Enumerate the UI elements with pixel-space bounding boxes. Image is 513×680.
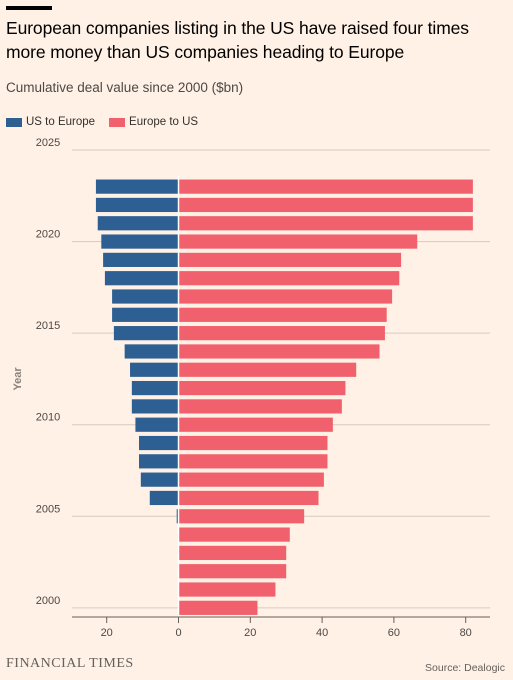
bar-europe-to-us-2022 (178, 197, 473, 213)
bar-europe-to-us-2017 (178, 289, 393, 304)
bar-us-to-europe-2013 (130, 362, 179, 377)
legend-swatch-europe-to-us (109, 117, 126, 127)
bar-europe-to-us-2020 (178, 234, 418, 249)
bar-europe-to-us-2019 (178, 252, 402, 267)
bar-us-to-europe-2010 (135, 417, 179, 432)
bar-europe-to-us-2023 (178, 179, 473, 194)
bar-us-to-europe-2016 (112, 307, 179, 322)
y-tick-label-2005: 2005 (36, 503, 60, 515)
x-tick-label-1: 0 (175, 627, 181, 639)
bar-europe-to-us-2000 (178, 600, 258, 615)
bar-us-to-europe-2015 (113, 326, 179, 341)
bar-europe-to-us-2007 (178, 472, 324, 487)
bar-us-to-europe-2009 (139, 435, 179, 451)
bar-europe-to-us-2002 (178, 564, 287, 579)
x-tick-label-0: 20 (101, 627, 113, 639)
bar-europe-to-us-2005 (178, 509, 305, 524)
legend: US to Europe Europe to US (6, 116, 198, 128)
ft-logo: FINANCIAL TIMES (6, 656, 134, 671)
bar-us-to-europe-2021 (97, 216, 179, 231)
x-tick-label-5: 80 (460, 627, 472, 639)
bar-us-to-europe-2007 (140, 472, 179, 487)
legend-swatch-us-to-europe (6, 117, 22, 127)
y-tick-label-2020: 2020 (36, 229, 60, 241)
bar-europe-to-us-2018 (178, 271, 400, 286)
y-tick-label-2015: 2015 (36, 320, 60, 332)
bar-us-to-europe-2011 (131, 399, 179, 414)
y-tick-label-2000: 2000 (36, 595, 60, 607)
bar-europe-to-us-2004 (178, 527, 290, 542)
brand-bar (6, 6, 52, 10)
bar-europe-to-us-2001 (178, 582, 276, 597)
y-axis-title: Year (12, 367, 24, 391)
bar-europe-to-us-2011 (178, 399, 342, 414)
bar-us-to-europe-2022 (95, 197, 179, 213)
bar-europe-to-us-2012 (178, 380, 346, 396)
bar-us-to-europe-2017 (112, 289, 179, 304)
bar-us-to-europe-2012 (131, 380, 179, 396)
bar-europe-to-us-2006 (178, 490, 319, 506)
bar-europe-to-us-2021 (178, 216, 473, 231)
source-note: Source: Dealogic (425, 662, 505, 674)
legend-label-europe-to-us: Europe to US (129, 116, 199, 128)
bar-us-to-europe-2019 (103, 252, 179, 267)
x-tick-label-2: 20 (244, 627, 256, 639)
bar-us-to-europe-2020 (101, 234, 179, 249)
x-tick-label-3: 40 (316, 627, 328, 639)
bar-us-to-europe-2018 (104, 271, 179, 286)
x-tick-label-4: 60 (388, 627, 400, 639)
bar-europe-to-us-2014 (178, 344, 380, 359)
y-tick-label-2025: 2025 (36, 137, 60, 149)
bar-europe-to-us-2008 (178, 454, 328, 469)
y-tick-label-2010: 2010 (36, 412, 60, 424)
bar-us-to-europe-2023 (95, 179, 179, 194)
bar-europe-to-us-2009 (178, 435, 328, 451)
bar-europe-to-us-2016 (178, 307, 387, 322)
chart-title: European companies listing in the US hav… (6, 18, 469, 62)
legend-item-europe-to-us: Europe to US (109, 116, 198, 128)
bar-europe-to-us-2015 (178, 326, 385, 341)
legend-label-us-to-europe: US to Europe (26, 116, 96, 128)
bar-europe-to-us-2013 (178, 362, 357, 377)
bar-us-to-europe-2014 (124, 344, 179, 359)
chart-subtitle: Cumulative deal value since 2000 ($bn) (6, 80, 244, 95)
bar-europe-to-us-2003 (178, 545, 287, 561)
legend-item-us-to-europe: US to Europe (6, 116, 95, 128)
bar-us-to-europe-2008 (139, 454, 179, 469)
bar-europe-to-us-2010 (178, 417, 333, 432)
bar-us-to-europe-2006 (149, 490, 179, 506)
bar-us-to-europe-2005 (176, 509, 179, 524)
